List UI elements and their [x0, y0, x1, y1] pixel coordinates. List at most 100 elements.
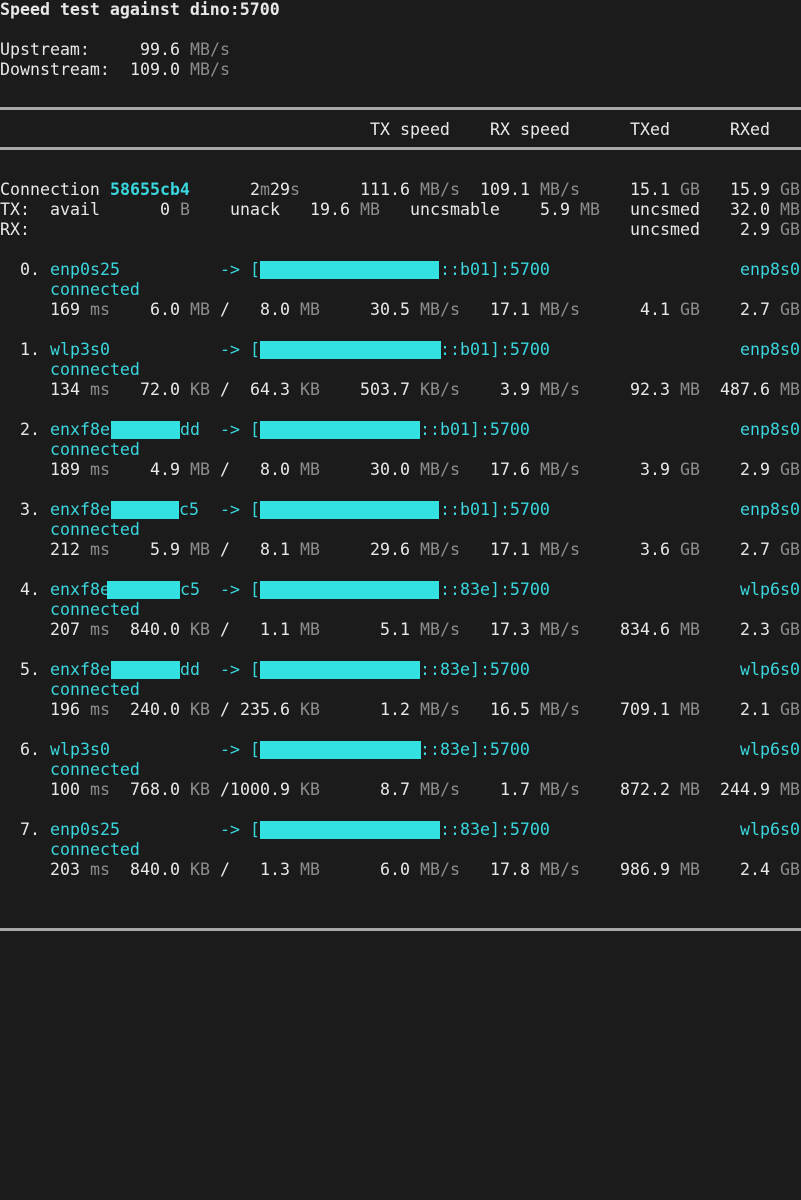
column-header: TX speed RX speed TXed RXed — [0, 120, 770, 140]
path-cwnd-unit: KB — [300, 780, 320, 799]
uncsmable-label: uncsmable — [410, 200, 500, 219]
unack-unit: MB — [360, 200, 380, 219]
path-inflight: 240.0 — [130, 700, 180, 719]
path-rxed: 2.7 — [740, 540, 770, 559]
path-index: 2. — [20, 420, 40, 439]
path-cwnd: 8.1 — [260, 540, 290, 559]
uncsmed-rx-label: uncsmed — [630, 220, 700, 239]
path-remote-addr: ::83e]:5700 — [420, 660, 530, 679]
path-sep: / — [220, 780, 230, 799]
path-status: connected — [50, 280, 140, 299]
path-remote-iface: enp8s0 — [740, 260, 800, 279]
path-local-iface: enp0s25 — [50, 820, 120, 839]
path-local-iface: wlp3s0 — [50, 340, 110, 359]
path-rx-speed: 1.7 — [500, 780, 530, 799]
unack-value: 19.6 — [310, 200, 350, 219]
path-remote-addr: ::83e]:5700 — [420, 740, 530, 759]
upstream-label: Upstream: — [0, 40, 90, 59]
path-cwnd-unit: MB — [300, 860, 320, 879]
uptime-seconds: 29 — [270, 180, 290, 199]
path-arrow: -> [ — [220, 340, 260, 359]
path-status: connected — [50, 360, 140, 379]
path-cwnd: 1000.9 — [230, 780, 290, 799]
path-index: 7. — [20, 820, 40, 839]
col-rx-speed: RX speed — [490, 120, 570, 139]
conn-tx-speed: 111.6 — [360, 180, 410, 199]
path-inflight-unit: KB — [190, 780, 210, 799]
path-status: connected — [50, 840, 140, 859]
path-index: 1. — [20, 340, 40, 359]
path-local-iface: enxf8e — [50, 660, 110, 679]
downstream-value: 109.0 — [130, 60, 180, 79]
uncsmed-tx-unit: MB — [780, 200, 800, 219]
uncsmed-rx-unit: GB — [780, 220, 800, 239]
path-tx-speed-unit: KB/s — [420, 380, 460, 399]
path-status: connected — [50, 680, 140, 699]
redacted-address — [260, 741, 421, 759]
path-remote-iface: wlp6s0 — [740, 580, 800, 599]
path-cwnd-unit: MB — [300, 460, 320, 479]
path-txed: 834.6 — [620, 620, 670, 639]
path-local-iface: wlp3s0 — [50, 740, 110, 759]
path-rtt: 169 — [50, 300, 80, 319]
path-rx-speed-unit: MB/s — [540, 300, 580, 319]
path-rtt: 100 — [50, 780, 80, 799]
path-tx-speed-unit: MB/s — [420, 700, 460, 719]
col-txed: TXed — [630, 120, 670, 139]
path-rxed-unit: GB — [780, 700, 800, 719]
path-rtt: 203 — [50, 860, 80, 879]
path-remote-addr: ::83e]:5700 — [440, 820, 550, 839]
path-inflight: 5.9 — [150, 540, 180, 559]
path-cwnd: 1.3 — [260, 860, 290, 879]
path-inflight: 4.9 — [150, 460, 180, 479]
uncsmed-tx-value: 32.0 — [730, 200, 770, 219]
path-txed-unit: GB — [680, 460, 700, 479]
path-rtt-unit: ms — [90, 460, 110, 479]
path-remote-iface: enp8s0 — [740, 500, 800, 519]
path-rxed-unit: GB — [780, 540, 800, 559]
redacted-address — [260, 581, 439, 599]
path-rx-speed-unit: MB/s — [540, 860, 580, 879]
downstream-label: Downstream: — [0, 60, 110, 79]
separator-top — [0, 107, 801, 110]
path-status: connected — [50, 520, 140, 539]
connection-id: 58655cb4 — [110, 180, 190, 199]
path-arrow: -> [ — [220, 740, 260, 759]
path-local-iface-suffix: dd — [180, 660, 200, 679]
path-txed: 986.9 — [620, 860, 670, 879]
title-line: Speed test against dino:5700 — [0, 0, 280, 20]
path-cwnd: 1.1 — [260, 620, 290, 639]
speed-test-title: Speed test against dino:5700 — [0, 0, 280, 19]
path-rxed: 2.4 — [740, 860, 770, 879]
path-rx-speed: 17.6 — [490, 460, 530, 479]
path-arrow: -> [ — [220, 580, 260, 599]
connection-line: Connection 58655cb4 2 m 29 s 111.6 MB/s … — [0, 180, 800, 200]
separator-header — [0, 147, 801, 150]
upstream-unit: MB/s — [190, 40, 230, 59]
path-inflight-unit: KB — [190, 860, 210, 879]
path-rx-speed: 17.1 — [490, 540, 530, 559]
path-txed-unit: GB — [680, 300, 700, 319]
downstream-line: Downstream: 109.0 MB/s — [0, 60, 230, 80]
path-header-line: 3. enxf8e c5 -> [ ::b01]:5700 enp8s0 — [0, 500, 800, 520]
col-rxed: RXed — [730, 120, 770, 139]
path-tx-speed: 1.2 — [380, 700, 410, 719]
path-local-iface: enp0s25 — [50, 260, 120, 279]
path-header-line: 2. enxf8e dd -> [ ::b01]:5700 enp8s0 — [0, 420, 800, 440]
path-index: 6. — [20, 740, 40, 759]
unack-label: unack — [230, 200, 280, 219]
path-rtt-unit: ms — [90, 540, 110, 559]
path-sep: / — [220, 700, 230, 719]
path-rxed: 2.3 — [740, 620, 770, 639]
path-rxed-unit: GB — [780, 460, 800, 479]
path-inflight: 840.0 — [130, 620, 180, 639]
path-status-line: connected — [0, 760, 140, 780]
path-txed-unit: MB — [680, 620, 700, 639]
path-stats-line: 100 ms 768.0 KB / 1000.9 KB 8.7 MB/s 1.7… — [0, 780, 800, 800]
path-status: connected — [50, 760, 140, 779]
uncsmed-tx-label: uncsmed — [630, 200, 700, 219]
path-status-line: connected — [0, 680, 140, 700]
path-tx-speed-unit: MB/s — [420, 300, 460, 319]
redacted-mac — [111, 501, 179, 519]
conn-txed-unit: GB — [680, 180, 700, 199]
